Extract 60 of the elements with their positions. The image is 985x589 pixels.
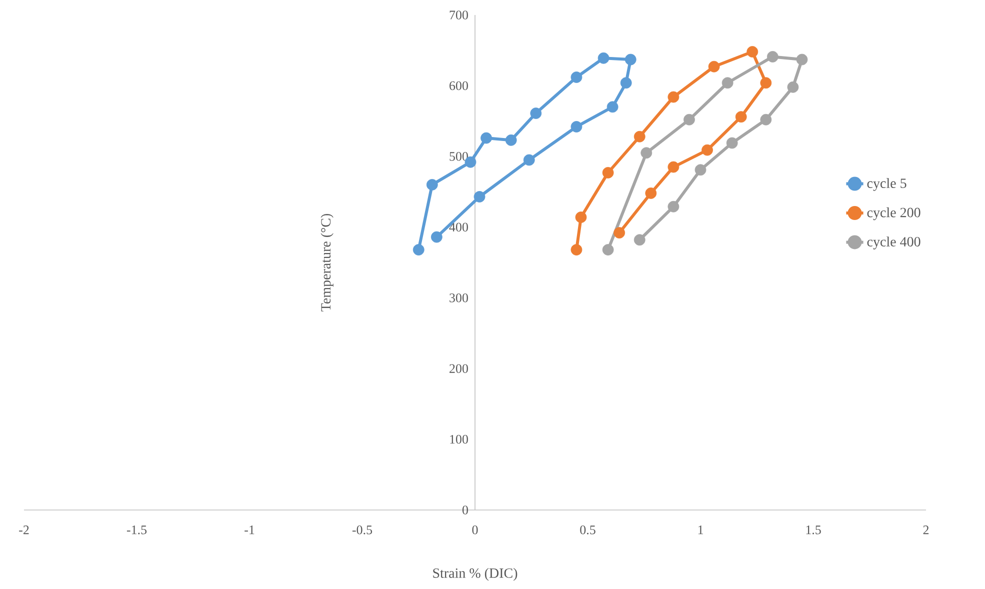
- point: [575, 212, 587, 223]
- point: [702, 144, 713, 156]
- y-tick-label: 700: [450, 10, 468, 20]
- point: [722, 77, 734, 89]
- y-tick-label: 300: [450, 293, 468, 302]
- point: [614, 227, 626, 238]
- x-tick-label: 1: [698, 526, 703, 534]
- point: [570, 72, 582, 83]
- point: [602, 244, 614, 256]
- point: [766, 51, 778, 62]
- point: [634, 130, 646, 142]
- point: [505, 134, 517, 146]
- y-tick-label: 0: [462, 506, 468, 514]
- legend-label: cycle 200: [867, 207, 920, 220]
- y-tick-label: 200: [450, 364, 468, 373]
- y-tick-label: 100: [450, 434, 468, 444]
- point: [668, 200, 680, 212]
- x-tick-label: -2: [19, 526, 29, 534]
- point: [694, 164, 706, 176]
- y-axis-title: Temperature (°C): [320, 214, 334, 312]
- point: [796, 54, 808, 66]
- point: [474, 191, 486, 202]
- legend-label: cycle 400: [867, 236, 920, 250]
- point: [570, 244, 582, 256]
- point: [634, 234, 646, 246]
- x-tick-label: 0: [472, 526, 478, 534]
- point: [684, 114, 695, 126]
- point: [523, 154, 535, 166]
- x-tick-label: 0.5: [580, 526, 596, 534]
- point: [570, 121, 582, 132]
- x-tick-label: -1.5: [126, 526, 147, 534]
- point: [645, 187, 657, 199]
- x-tick-label: 1.5: [806, 526, 821, 534]
- point: [598, 52, 610, 64]
- point: [602, 166, 614, 178]
- point: [624, 54, 636, 66]
- y-tick-label: 400: [449, 222, 468, 232]
- y-tick-label: 600: [450, 81, 468, 90]
- x-tick-label: -1: [244, 526, 254, 534]
- point: [640, 147, 652, 159]
- x-tick-label: -0.5: [352, 526, 372, 534]
- point: [606, 101, 618, 113]
- point: [668, 91, 680, 103]
- point: [668, 161, 680, 173]
- point: [426, 179, 438, 190]
- point: [787, 81, 799, 93]
- point: [412, 244, 424, 256]
- point: [735, 111, 747, 123]
- point: [530, 108, 542, 119]
- legend-label: cycle 5: [867, 178, 906, 191]
- point: [620, 77, 632, 89]
- point: [480, 132, 492, 144]
- point: [726, 137, 738, 149]
- x-axis-title: Strain % (DIC): [433, 568, 518, 581]
- point: [430, 231, 442, 243]
- point: [708, 60, 720, 72]
- point: [760, 114, 772, 126]
- point: [760, 77, 772, 89]
- x-tick-label: 2: [923, 526, 929, 534]
- point: [746, 46, 758, 58]
